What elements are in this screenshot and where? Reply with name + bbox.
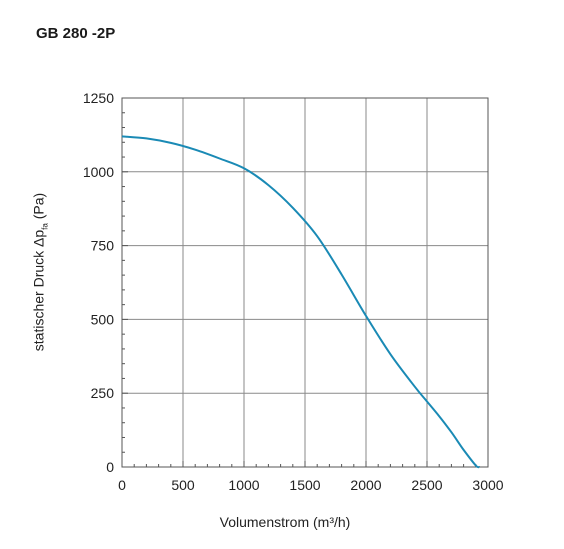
x-tick-label-0: 0 bbox=[118, 477, 126, 493]
plot-frame bbox=[121, 97, 489, 468]
x-tick-label-3: 1500 bbox=[289, 477, 320, 493]
y-tick-label-0: 0 bbox=[106, 459, 114, 475]
y-tick-label-4: 1000 bbox=[83, 164, 114, 180]
x-tick-labels: 0 500 1000 1500 2000 2500 3000 bbox=[118, 477, 504, 493]
x-tick-label-2: 1000 bbox=[228, 477, 259, 493]
x-tick-label-6: 3000 bbox=[472, 477, 503, 493]
chart-title: GB 280 -2P bbox=[36, 25, 116, 42]
y-tick-label-3: 750 bbox=[91, 238, 115, 254]
y-tick-label-5: 1250 bbox=[83, 90, 114, 106]
grid bbox=[122, 98, 488, 467]
x-tick-label-1: 500 bbox=[171, 477, 195, 493]
x-axis-label: Volumenstrom (m³/h) bbox=[219, 514, 351, 530]
series-line bbox=[121, 135, 480, 469]
x-tick-label-4: 2000 bbox=[350, 477, 381, 493]
x-tick-label-5: 2500 bbox=[411, 477, 442, 493]
y-tick-label-1: 250 bbox=[91, 385, 115, 401]
y-tick-labels: 0 250 500 750 1000 1250 bbox=[83, 90, 114, 475]
y-tick-label-2: 500 bbox=[91, 311, 115, 327]
